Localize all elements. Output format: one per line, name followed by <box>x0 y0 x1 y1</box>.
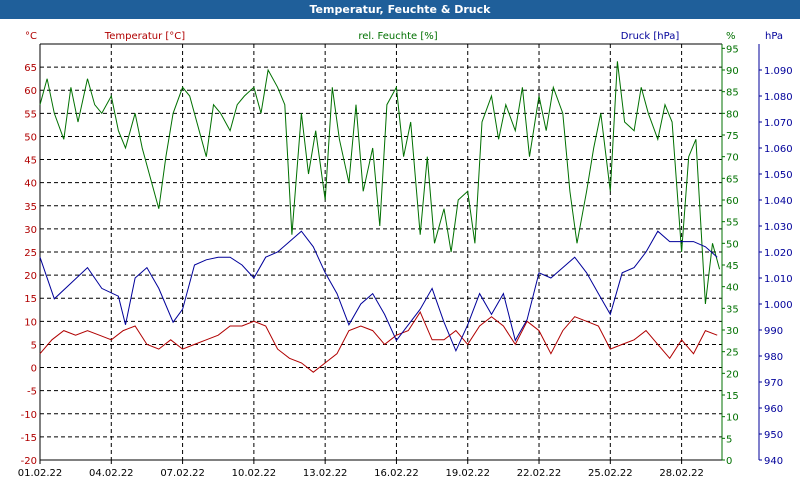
humidity-tick-label: 70 <box>726 153 739 164</box>
temperature-tick-label: 20 <box>24 271 37 282</box>
humidity-tick-label: 30 <box>726 326 739 337</box>
x-tick-label: 25.02.22 <box>588 468 633 479</box>
temperature-tick-label: -20 <box>21 456 37 467</box>
pressure-tick-label: 1.060 <box>764 144 793 155</box>
pressure-tick-label: 940 <box>764 456 783 467</box>
grid-lines <box>40 44 722 460</box>
pressure-header: Druck [hPa] <box>621 31 680 42</box>
x-tick-label: 19.02.22 <box>445 468 490 479</box>
x-tick-label: 22.02.22 <box>517 468 562 479</box>
x-tick-label: 04.02.22 <box>89 468 134 479</box>
temperature-tick-label: 45 <box>24 156 37 167</box>
temperature-unit-label: °C <box>25 31 37 42</box>
pressure-tick-label: 950 <box>764 430 783 441</box>
x-tick-label: 01.02.22 <box>18 468 63 479</box>
humidity-tick-label: 25 <box>726 348 739 359</box>
chart-title: Temperatur, Feuchte & Druck <box>0 0 800 19</box>
pressure-tick-label: 980 <box>764 352 783 363</box>
pressure-tick-label: 970 <box>764 378 783 389</box>
pressure-tick-label: 1.000 <box>764 300 793 311</box>
humidity-tick-label: 90 <box>726 66 739 77</box>
humidity-tick-label: 5 <box>726 434 732 445</box>
x-tick-label: 07.02.22 <box>160 468 205 479</box>
x-tick-label: 13.02.22 <box>303 468 348 479</box>
pressure-tick-label: 1.080 <box>764 92 793 103</box>
temperature-tick-label: 30 <box>24 225 37 236</box>
humidity-tick-label: 45 <box>726 261 739 272</box>
pressure-unit-label: hPa <box>765 31 783 42</box>
pressure-tick-label: 1.070 <box>764 118 793 129</box>
series-group <box>39 61 721 373</box>
temperature-header: Temperatur [°C] <box>104 31 185 42</box>
temperature-tick-label: 50 <box>24 132 37 143</box>
temperature-tick-label: 60 <box>24 86 37 97</box>
humidity-tick-label: 10 <box>726 413 739 424</box>
temperature-tick-label: 0 <box>31 364 37 375</box>
temperature-tick-label: -5 <box>27 387 37 398</box>
humidity-tick-label: 75 <box>726 131 739 142</box>
humidity-tick-label: 40 <box>726 283 739 294</box>
temperature-tick-label: -15 <box>21 433 37 444</box>
humidity-tick-label: 35 <box>726 304 739 315</box>
humidity-tick-label: 0 <box>726 456 732 467</box>
pressure-series-line <box>39 230 718 353</box>
pressure-tick-label: 1.090 <box>764 66 793 77</box>
x-tick-label: 28.02.22 <box>659 468 704 479</box>
tick-labels: -20-15-10-50510152025303540455055606501.… <box>18 31 793 479</box>
pressure-tick-label: 990 <box>764 326 783 337</box>
pressure-tick-label: 1.050 <box>764 170 793 181</box>
temperature-tick-label: 15 <box>24 294 37 305</box>
temperature-tick-label: 40 <box>24 179 37 190</box>
humidity-header: rel. Feuchte [%] <box>358 31 437 42</box>
temperature-tick-label: 5 <box>31 340 37 351</box>
chart-plot: -20-15-10-50510152025303540455055606501.… <box>18 31 793 479</box>
humidity-tick-label: 95 <box>726 44 739 55</box>
pressure-tick-label: 1.030 <box>764 222 793 233</box>
pressure-tick-label: 1.040 <box>764 196 793 207</box>
temperature-tick-label: 55 <box>24 109 37 120</box>
humidity-tick-label: 80 <box>726 109 739 120</box>
humidity-tick-label: 20 <box>726 369 739 380</box>
temperature-tick-label: 65 <box>24 63 37 74</box>
pressure-tick-label: 960 <box>764 404 783 415</box>
humidity-series-line <box>39 61 721 305</box>
temperature-tick-label: 10 <box>24 317 37 328</box>
humidity-unit-label: % <box>726 31 736 42</box>
axes <box>39 43 762 464</box>
humidity-tick-label: 15 <box>726 391 739 402</box>
temperature-tick-label: -10 <box>21 410 37 421</box>
x-tick-label: 16.02.22 <box>374 468 419 479</box>
pressure-tick-label: 1.010 <box>764 274 793 285</box>
humidity-tick-label: 60 <box>726 196 739 207</box>
temperature-series-line <box>39 311 718 373</box>
temperature-tick-label: 25 <box>24 248 37 259</box>
humidity-tick-label: 55 <box>726 218 739 229</box>
pressure-tick-label: 1.020 <box>764 248 793 259</box>
x-tick-label: 10.02.22 <box>232 468 277 479</box>
humidity-tick-label: 65 <box>726 174 739 185</box>
temperature-tick-label: 35 <box>24 202 37 213</box>
humidity-tick-label: 50 <box>726 239 739 250</box>
humidity-tick-label: 85 <box>726 88 739 99</box>
